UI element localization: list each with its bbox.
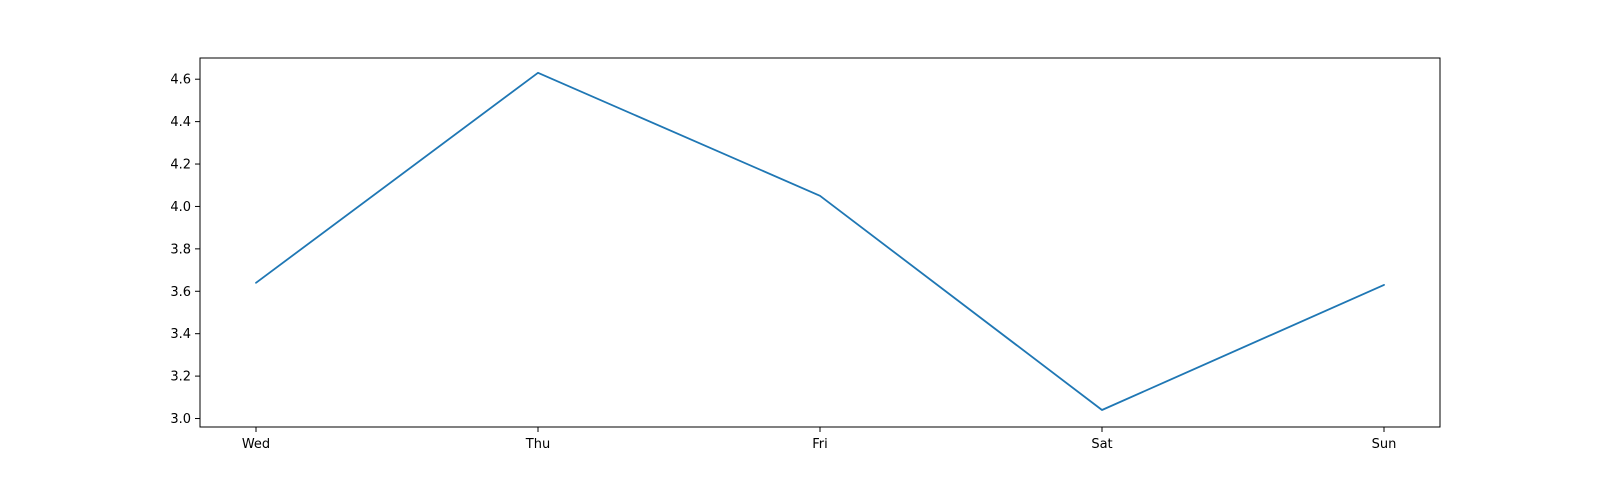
y-tick-label: 3.4 (170, 327, 191, 342)
plot-frame (199, 57, 1441, 428)
y-tick-label: 4.2 (170, 158, 191, 173)
y-tick-label: 4.4 (170, 115, 191, 130)
y-tick-label: 4.0 (170, 200, 191, 215)
x-tick-label: Sun (1372, 437, 1397, 452)
y-tick-label: 4.6 (170, 73, 191, 88)
y-tick-label: 3.0 (170, 412, 191, 427)
y-tick-label: 3.8 (170, 242, 191, 257)
y-tick-label: 3.2 (170, 370, 191, 385)
y-tick-label: 3.6 (170, 285, 191, 300)
x-tick-label: Sat (1091, 437, 1112, 452)
x-tick-label: Fri (812, 437, 828, 452)
plot-background (200, 58, 1440, 427)
series-line (255, 71, 1385, 411)
x-axis: Wed Thu Fri Sat Sun (242, 427, 1397, 452)
y-axis: 3.0 3.2 3.4 3.6 3.8 4.0 4.2 4.4 4.6 (170, 73, 200, 427)
series-layer (255, 71, 1385, 411)
x-tick-label: Thu (525, 437, 550, 452)
x-tick-label: Wed (242, 437, 270, 452)
